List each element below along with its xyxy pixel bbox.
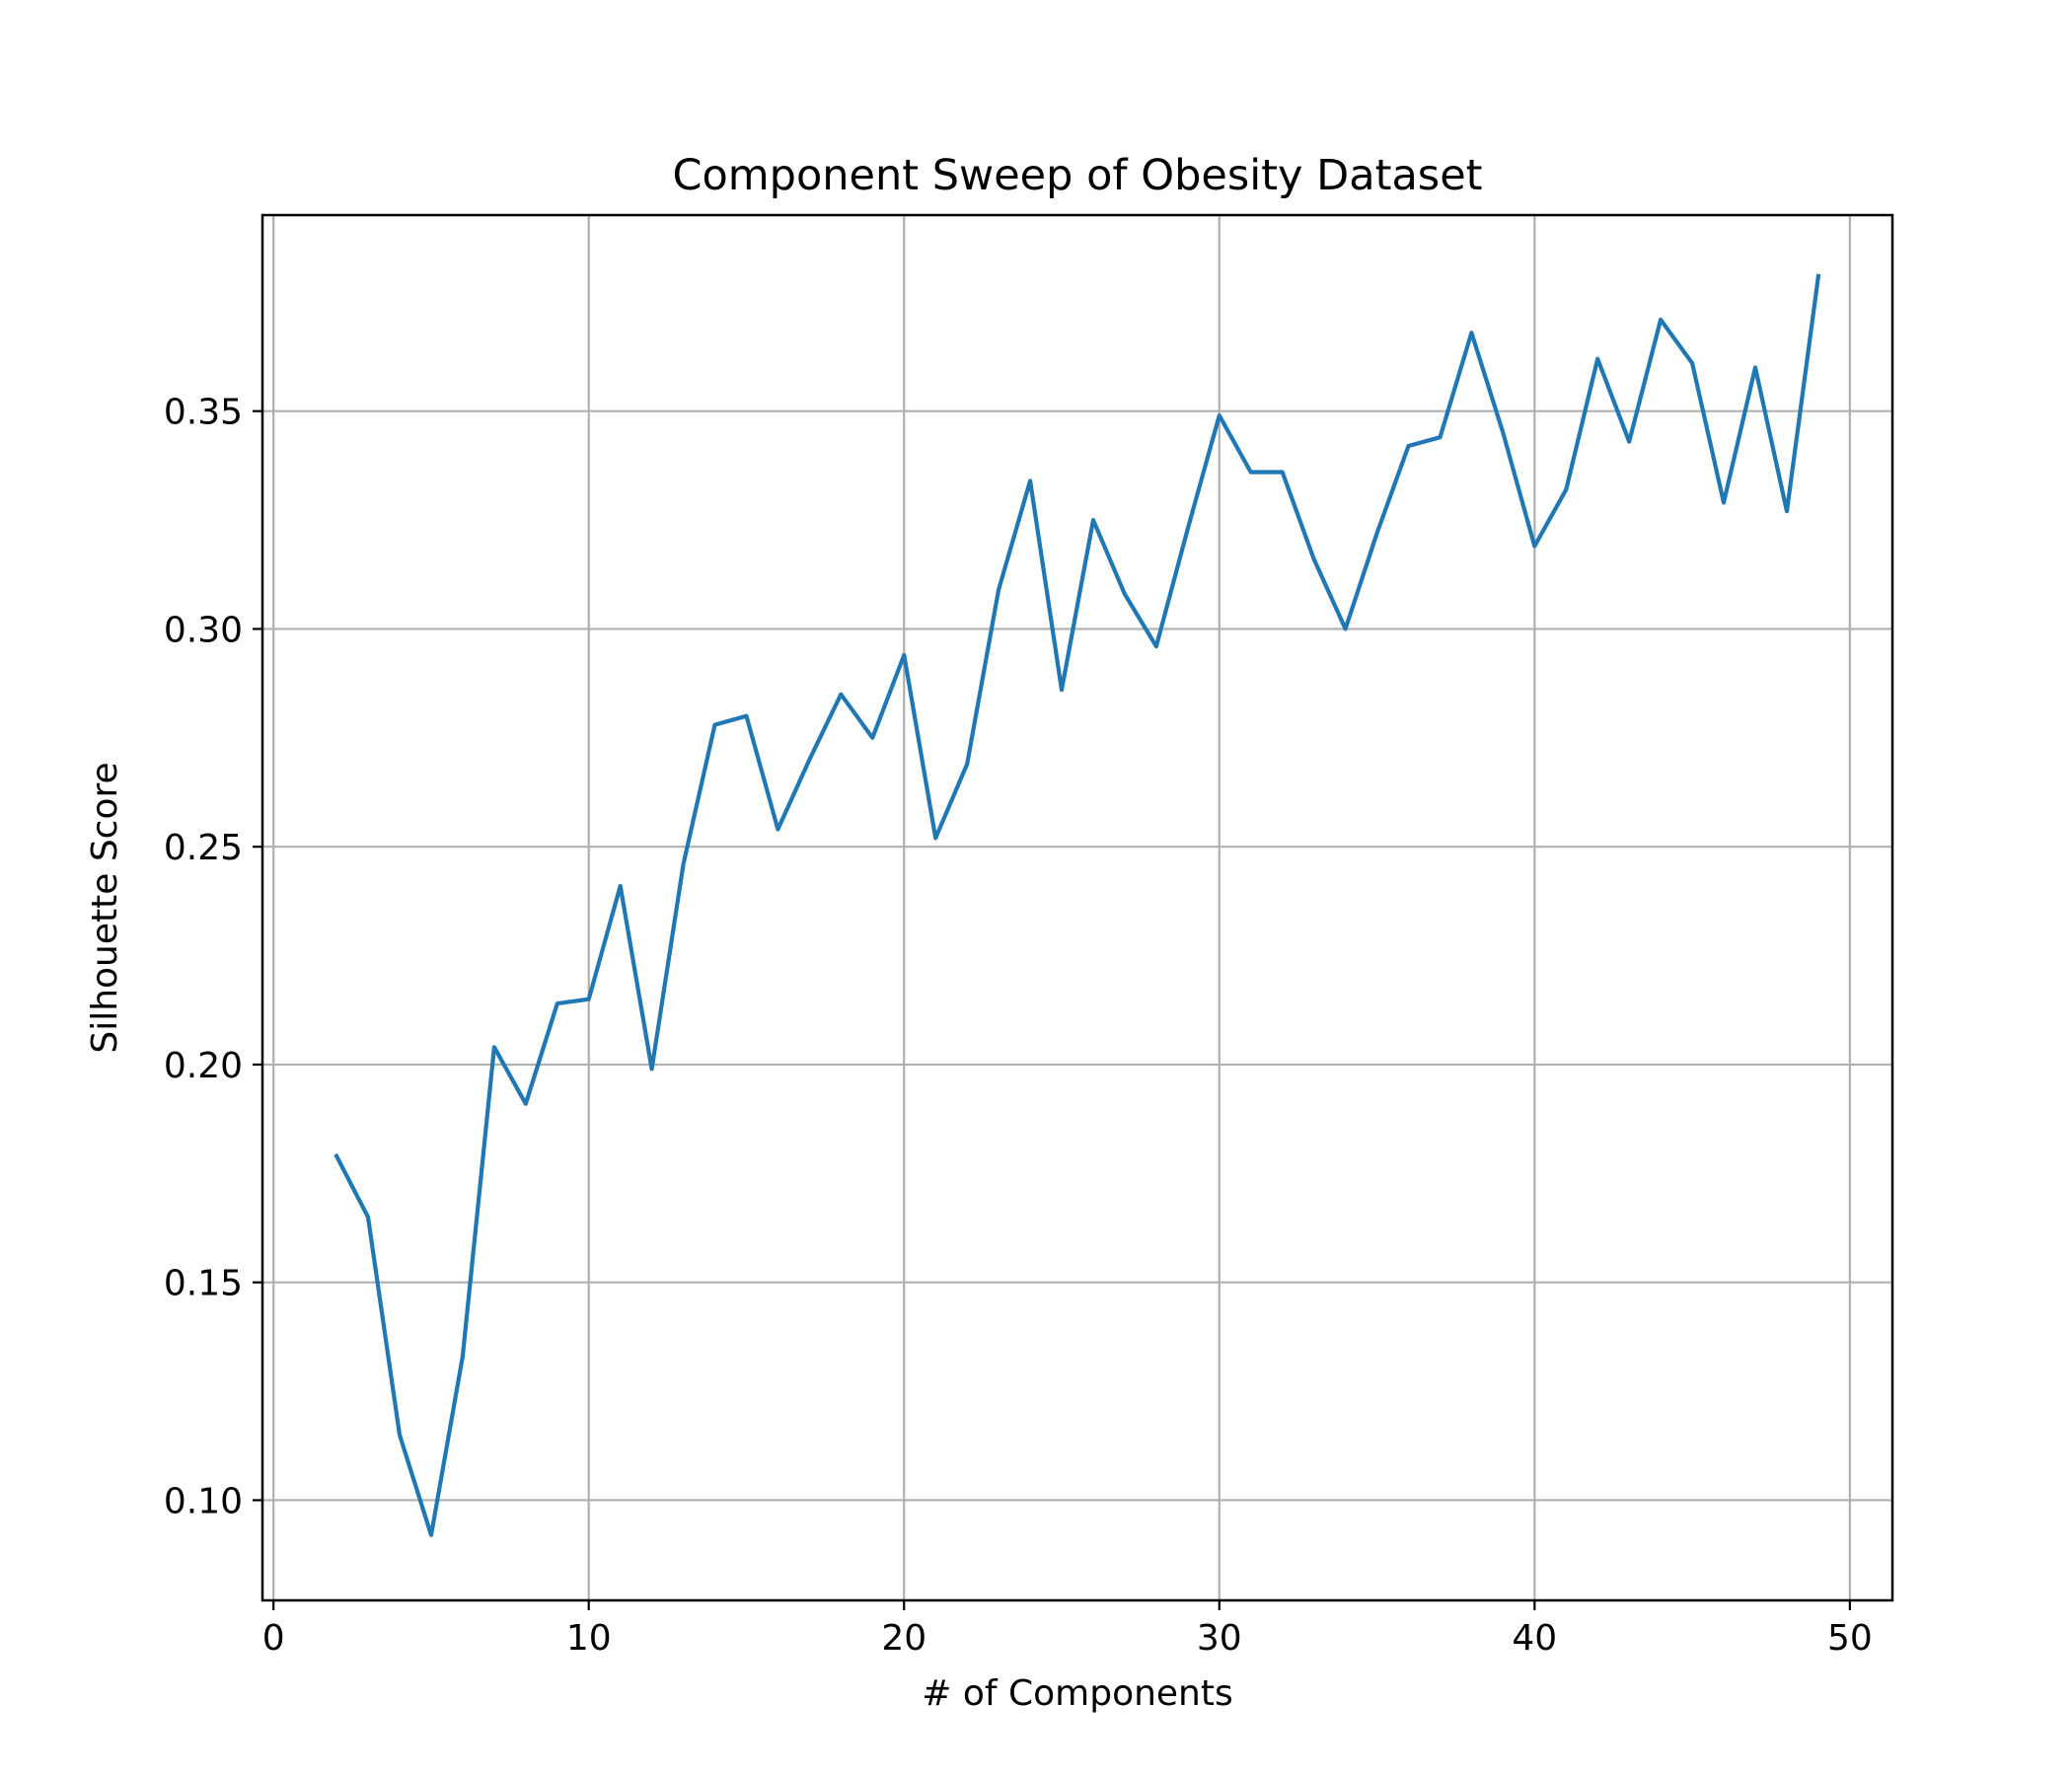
axis-ticks: 0 10 20 30 40 50 0.10 0.15 0.20 0.25 0.30 0.35 <box>164 393 1873 1659</box>
grid-lines <box>262 215 1892 1600</box>
y-tick-label: 0.35 <box>164 393 243 433</box>
x-tick-label: 50 <box>1827 1618 1873 1659</box>
x-tick-label: 10 <box>566 1618 612 1659</box>
y-tick-label: 0.25 <box>164 828 243 868</box>
x-tick-label: 20 <box>881 1618 926 1659</box>
x-tick-label: 30 <box>1197 1618 1242 1659</box>
series-line <box>333 273 1821 1537</box>
chart-title: Component Sweep of Obesity Dataset <box>672 151 1482 200</box>
y-axis-label: Silhouette Score <box>85 762 125 1053</box>
y-tick-label: 0.15 <box>164 1264 243 1304</box>
x-tick-label: 0 <box>262 1618 285 1659</box>
x-axis-label: # of Components <box>922 1673 1233 1714</box>
y-tick-label: 0.20 <box>164 1046 243 1086</box>
y-tick-label: 0.10 <box>164 1481 243 1521</box>
y-tick-label: 0.30 <box>164 610 243 650</box>
series-layer <box>333 273 1821 1537</box>
x-tick-label: 40 <box>1512 1618 1557 1659</box>
plot-frame <box>260 213 1894 1602</box>
